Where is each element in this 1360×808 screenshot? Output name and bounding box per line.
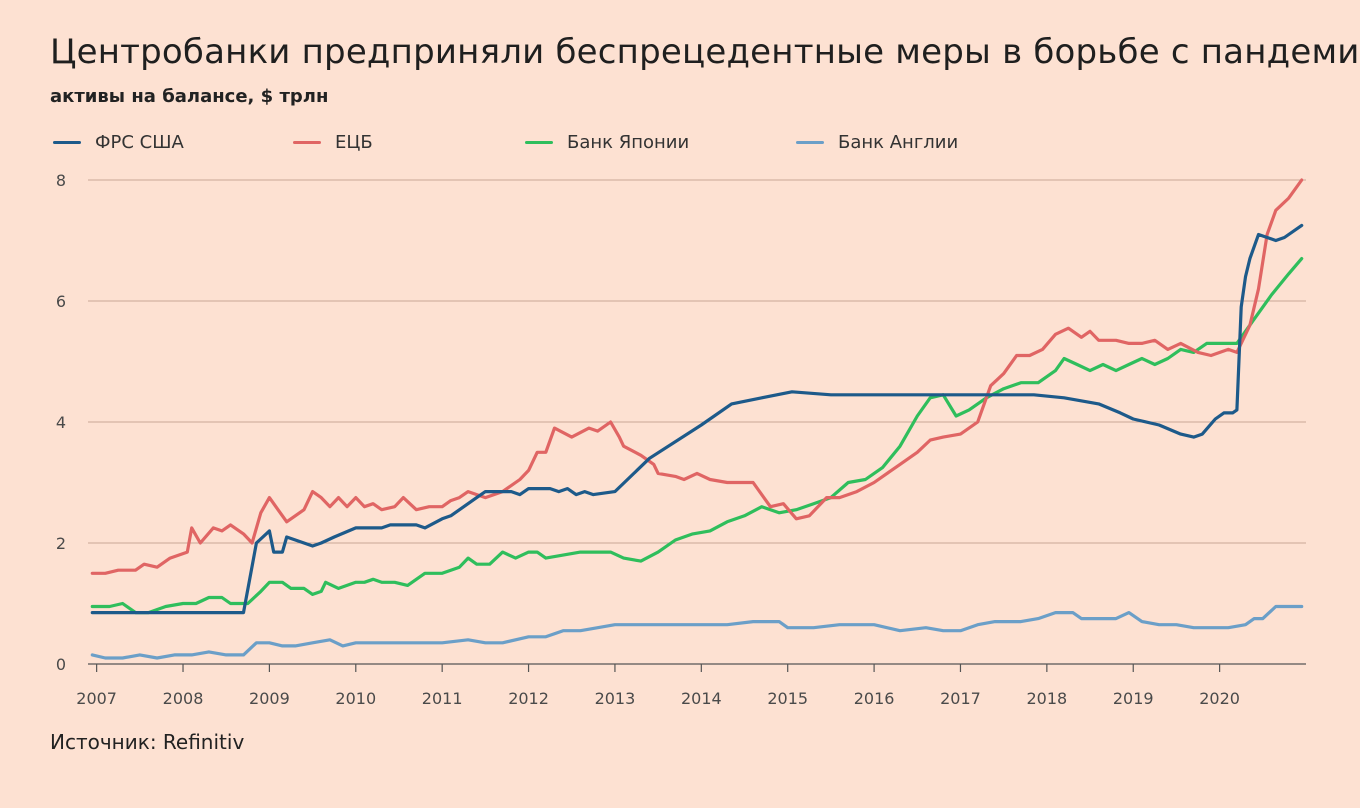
source-note: Источник: Refinitiv — [50, 730, 245, 754]
chart-title: Центробанки предприняли беспрецедентные … — [50, 32, 1360, 72]
x-tick-label-2015: 2015 — [767, 689, 808, 708]
x-tick-label-2010: 2010 — [335, 689, 376, 708]
x-tick-label-2019: 2019 — [1113, 689, 1154, 708]
chart-subtitle: активы на балансе, $ трлн — [50, 86, 329, 107]
x-tick-label-2011: 2011 — [422, 689, 463, 708]
legend-swatch-fed — [53, 140, 81, 144]
x-tick-label-2012: 2012 — [508, 689, 549, 708]
legend-swatch-boe — [796, 140, 824, 144]
legend-label-fed: ФРС США — [95, 131, 184, 153]
y-axis: 0 2 4 6 8 — [56, 171, 66, 674]
grid-lines — [88, 179, 1306, 544]
y-tick-label-8: 8 — [56, 171, 66, 190]
y-tick-label-6: 6 — [56, 292, 66, 311]
series-line-boe — [90, 604, 1304, 660]
series-lines — [90, 178, 1304, 660]
x-tick-label-2007: 2007 — [76, 689, 117, 708]
legend-item-boe: Банк Англии — [796, 132, 958, 153]
legend-label-ecb: ЕЦБ — [335, 131, 373, 153]
series-line-boj — [90, 257, 1304, 615]
x-tick-label-2020: 2020 — [1199, 689, 1240, 708]
legend-item-ecb: ЕЦБ — [293, 132, 525, 153]
x-tick-label-2018: 2018 — [1026, 689, 1067, 708]
legend-label-boj: Банк Японии — [567, 131, 690, 153]
y-tick-label-0: 0 — [56, 655, 66, 674]
series-line-ecb — [90, 178, 1304, 575]
x-tick-label-2017: 2017 — [940, 689, 981, 708]
x-tick-label-2008: 2008 — [163, 689, 204, 708]
legend-label-boe: Банк Англии — [838, 131, 959, 153]
x-axis: 2007 2008 2009 2010 2011 2012 2013 2014 2015 2016… — [76, 663, 1306, 708]
x-tick-label-2014: 2014 — [681, 689, 722, 708]
series-line-fed — [90, 223, 1304, 615]
x-tick-label-2013: 2013 — [595, 689, 636, 708]
legend-swatch-boj — [525, 140, 553, 144]
legend: ФРС США ЕЦБ Банк Японии Банк Англии — [53, 130, 958, 154]
x-tick-label-2016: 2016 — [854, 689, 895, 708]
legend-item-boj: Банк Японии — [525, 132, 796, 153]
y-tick-label-4: 4 — [56, 413, 66, 432]
x-tick-label-2009: 2009 — [249, 689, 290, 708]
y-tick-label-2: 2 — [56, 534, 66, 553]
legend-swatch-ecb — [293, 140, 321, 144]
legend-item-fed: ФРС США — [53, 132, 293, 153]
